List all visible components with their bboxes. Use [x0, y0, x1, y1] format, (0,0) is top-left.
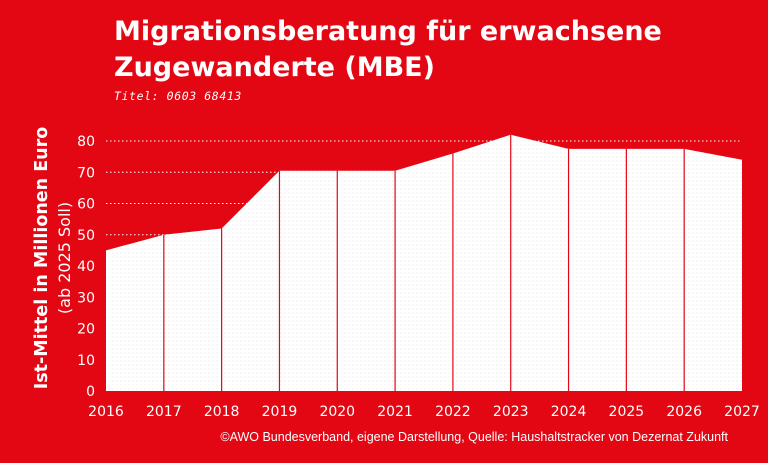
x-tick-2019: 2019 [262, 404, 298, 420]
y-tick-labels: 0 10 20 30 40 50 60 70 80 [77, 134, 95, 400]
y-tick-20: 20 [77, 322, 95, 338]
chart-title: Migrationsberatung für erwachsene Zugewa… [114, 16, 662, 83]
x-tick-2023: 2023 [493, 404, 529, 420]
x-tick-2022: 2022 [435, 404, 471, 420]
x-tick-2026: 2026 [666, 404, 702, 420]
x-tick-2017: 2017 [146, 404, 182, 420]
year-dividers [163, 134, 685, 391]
x-tick-2020: 2020 [319, 404, 355, 420]
y-tick-40: 40 [77, 259, 95, 275]
y-tick-0: 0 [86, 384, 95, 400]
x-tick-2024: 2024 [551, 404, 587, 420]
x-tick-labels: 2016 2017 2018 2019 2020 2021 2022 2023 2024 2025… [88, 404, 760, 420]
source-note: ©AWO Bundesverband, eigene Darstellung, … [220, 430, 728, 444]
x-tick-2025: 2025 [609, 404, 645, 420]
y-tick-30: 30 [77, 290, 95, 306]
y-axis-label: Ist-Mittel in Millionen Euro [32, 127, 52, 390]
y-tick-70: 70 [77, 165, 95, 181]
area-fill [106, 134, 742, 391]
y-tick-80: 80 [77, 134, 95, 150]
x-tick-2016: 2016 [88, 404, 124, 420]
x-tick-2027: 2027 [724, 404, 760, 420]
x-tick-2018: 2018 [204, 404, 240, 420]
y-tick-10: 10 [77, 353, 95, 369]
x-tick-2021: 2021 [377, 404, 413, 420]
chart-subtitle: Titel: 0603 68413 [114, 89, 242, 103]
y-tick-60: 60 [77, 197, 95, 213]
y-tick-50: 50 [77, 228, 95, 244]
y-axis-label-sub: (ab 2025 Soll) [55, 202, 74, 314]
